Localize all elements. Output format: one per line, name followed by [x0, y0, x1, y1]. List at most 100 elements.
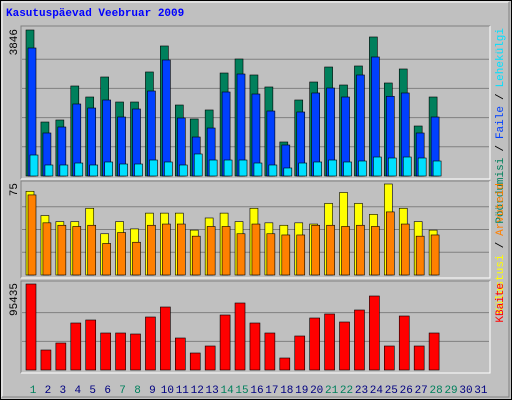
bar: [253, 162, 263, 177]
bar: [102, 243, 111, 276]
bar: [147, 224, 156, 276]
bar: [298, 162, 308, 177]
bar: [193, 153, 203, 177]
bar: [70, 322, 82, 371]
bar: [311, 224, 320, 276]
bar: [238, 159, 248, 177]
x-tick-label: 21: [325, 385, 339, 397]
bar: [400, 223, 410, 276]
bar: [59, 164, 69, 177]
bar: [145, 316, 156, 371]
bar: [341, 226, 350, 276]
bar: [328, 159, 337, 177]
bar: [371, 226, 380, 276]
x-tick-label: 28: [430, 385, 443, 397]
legend-separator: /: [495, 93, 507, 100]
bar: [206, 226, 216, 276]
bar: [57, 224, 67, 276]
bar: [234, 302, 246, 371]
bar: [204, 345, 216, 371]
x-tick-label: 7: [119, 385, 126, 397]
bar: [115, 332, 126, 371]
bar: [27, 194, 37, 276]
x-tick-label: 30: [459, 385, 472, 397]
legend: Külastusi / Arvuteid: [495, 183, 507, 314]
x-tick-label: 3: [60, 385, 67, 397]
chart-title: Kasutuspäevad Veebruar 2009: [6, 8, 184, 20]
bevel: [21, 26, 491, 180]
bar: [358, 160, 367, 177]
bar: [279, 357, 291, 371]
bevel: [21, 181, 491, 279]
y-tick-label: 3846: [9, 29, 21, 55]
bar: [313, 161, 322, 177]
bar: [251, 223, 261, 276]
bar: [354, 309, 365, 371]
bar: [223, 159, 233, 177]
legend-separator: /: [495, 242, 507, 249]
bar: [132, 241, 141, 276]
bar: [160, 306, 171, 371]
x-tick-label: 16: [250, 385, 263, 397]
bar: [326, 224, 335, 276]
bar: [149, 159, 158, 177]
bar: [40, 349, 52, 371]
x-tick-label: 9: [149, 385, 156, 397]
bar: [430, 234, 440, 276]
bar: [104, 161, 113, 177]
bar: [384, 345, 395, 371]
bar: [189, 352, 201, 371]
bar: [44, 164, 54, 177]
bar: [388, 157, 397, 177]
legend-entry: Pöördumisi: [495, 157, 507, 223]
legend-entry: Arvuteid: [495, 183, 507, 236]
legend-entry: KBaite: [495, 283, 507, 323]
bar: [55, 342, 67, 371]
bar: [413, 345, 425, 371]
x-tick-label: 31: [474, 385, 488, 397]
bar: [369, 295, 380, 371]
x-tick-label: 23: [355, 385, 368, 397]
x-tick-label: 18: [280, 385, 293, 397]
bar: [191, 235, 201, 276]
x-tick-label: 8: [134, 385, 141, 397]
bar: [339, 321, 350, 371]
x-tick-label: 1: [30, 385, 37, 397]
x-tick-label: 12: [191, 385, 204, 397]
bar: [236, 233, 246, 276]
bar: [177, 223, 186, 276]
x-tick-label: 10: [161, 385, 174, 397]
bar: [179, 164, 188, 177]
bar: [87, 224, 97, 276]
bar: [402, 156, 412, 177]
x-tick-label: 25: [385, 385, 398, 397]
bar: [324, 313, 335, 371]
bar: [74, 162, 84, 177]
x-tick-label: 4: [74, 385, 81, 397]
x-tick-label: 29: [444, 385, 457, 397]
bar: [428, 332, 440, 371]
bar: [29, 154, 39, 177]
bar: [117, 232, 126, 276]
bar: [100, 332, 111, 371]
bar: [294, 335, 306, 371]
x-tick-label: 6: [104, 385, 111, 397]
bar: [432, 160, 442, 177]
x-tick-label: 20: [310, 385, 323, 397]
y-tick-label: 95435: [9, 283, 21, 316]
bevel: [20, 280, 490, 373]
bar: [266, 233, 276, 276]
bar: [373, 156, 382, 177]
bar: [72, 226, 82, 276]
bar: [264, 332, 276, 371]
legend: KBaite: [495, 283, 507, 323]
x-tick-label: 13: [206, 385, 219, 397]
bar: [417, 157, 427, 177]
x-tick-label: 17: [265, 385, 278, 397]
bevel: [21, 281, 491, 374]
bevel: [20, 180, 490, 278]
legend-entry: Külastusi: [495, 254, 507, 314]
